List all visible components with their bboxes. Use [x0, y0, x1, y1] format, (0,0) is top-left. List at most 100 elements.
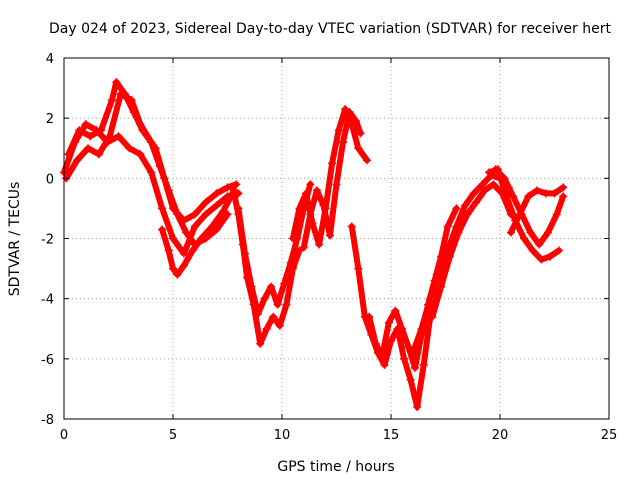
axis-ticks: 0 5 10 15 20 25 -8 -6 -4 -2 0 2 4 — [41, 52, 617, 443]
data-point — [552, 210, 561, 219]
data-point — [83, 144, 92, 153]
data-point — [256, 339, 265, 348]
data-point — [164, 246, 173, 255]
data-point — [445, 252, 454, 261]
x-axis-label: GPS time / hours — [277, 459, 394, 475]
data-point — [86, 132, 95, 141]
data-point — [404, 342, 413, 351]
series-trace — [235, 181, 314, 317]
data-point — [295, 204, 304, 213]
data-point — [197, 234, 206, 243]
series-track-4 — [158, 186, 239, 279]
data-point — [127, 96, 136, 105]
data-point — [391, 306, 400, 315]
data-point — [554, 246, 563, 255]
data-point — [299, 243, 308, 252]
data-point — [223, 210, 232, 219]
data-point — [515, 210, 524, 219]
series-track-9 — [347, 222, 441, 411]
data-point — [286, 258, 295, 267]
data-point — [208, 222, 217, 231]
x-tick-label: 0 — [60, 428, 68, 443]
data-point — [528, 246, 537, 255]
data-point — [526, 228, 535, 237]
data-point — [472, 198, 481, 207]
data-point — [112, 78, 121, 87]
data-point — [437, 282, 446, 291]
data-point — [169, 234, 177, 243]
data-point — [410, 363, 419, 372]
data-point — [452, 204, 461, 213]
data-point — [234, 204, 243, 213]
y-tick-label: -6 — [41, 353, 54, 368]
data-point — [201, 198, 210, 207]
data-point — [240, 249, 249, 258]
data-point — [212, 225, 221, 234]
data-point — [347, 222, 356, 231]
data-point — [400, 354, 409, 363]
y-tick-label: 0 — [46, 172, 54, 187]
data-point — [288, 234, 297, 243]
series-trace — [289, 106, 370, 248]
data-point — [301, 189, 310, 198]
data-point — [75, 126, 84, 135]
data-point — [408, 348, 417, 357]
data-point — [559, 192, 568, 201]
data-point — [356, 129, 365, 138]
data-point — [480, 186, 489, 195]
data-point — [223, 183, 232, 192]
data-point — [269, 312, 278, 321]
data-point — [306, 180, 315, 189]
data-point — [232, 180, 241, 189]
data-point — [419, 360, 428, 369]
data-point — [509, 192, 518, 201]
x-tick-label: 15 — [383, 428, 400, 443]
x-tick-label: 10 — [274, 428, 291, 443]
data-point — [334, 126, 343, 135]
data-point — [428, 312, 437, 321]
series-track-8 — [299, 108, 365, 252]
data-point — [461, 201, 470, 210]
data-point — [182, 228, 191, 237]
data-point — [500, 174, 509, 183]
data-point — [535, 240, 544, 249]
data-point — [559, 183, 568, 192]
data-point — [339, 138, 348, 147]
x-tick-label: 25 — [601, 428, 618, 443]
plot-frame — [63, 57, 610, 420]
data-point — [315, 240, 324, 249]
data-point — [179, 249, 188, 258]
data-point — [147, 168, 156, 177]
series-trace — [300, 109, 364, 251]
x-tick-label: 20 — [492, 428, 509, 443]
data-point — [173, 210, 182, 219]
data-point — [319, 201, 328, 210]
chart-title: Day 024 of 2023, Sidereal Day-to-day VTE… — [49, 21, 611, 37]
series-trace — [429, 181, 514, 320]
data-point — [158, 204, 167, 213]
data-point — [147, 138, 156, 147]
data-point — [190, 210, 199, 219]
data-point — [73, 156, 82, 165]
data-point — [469, 189, 478, 198]
x-tick-label: 5 — [169, 428, 177, 443]
data-point — [454, 228, 463, 237]
data-point — [533, 186, 542, 195]
data-point — [275, 321, 284, 330]
data-point — [413, 402, 422, 411]
data-point — [158, 225, 167, 234]
y-tick-label: -4 — [41, 293, 54, 308]
data-point — [173, 270, 182, 279]
data-point — [169, 264, 177, 273]
data-point — [81, 120, 90, 129]
data-point — [384, 318, 393, 327]
data-point — [345, 108, 354, 117]
data-point — [188, 246, 197, 255]
data-point — [273, 300, 282, 309]
data-point — [485, 168, 494, 177]
data-point — [306, 210, 315, 219]
data-point — [341, 105, 350, 114]
data-point — [94, 150, 103, 159]
data-point — [519, 234, 528, 243]
